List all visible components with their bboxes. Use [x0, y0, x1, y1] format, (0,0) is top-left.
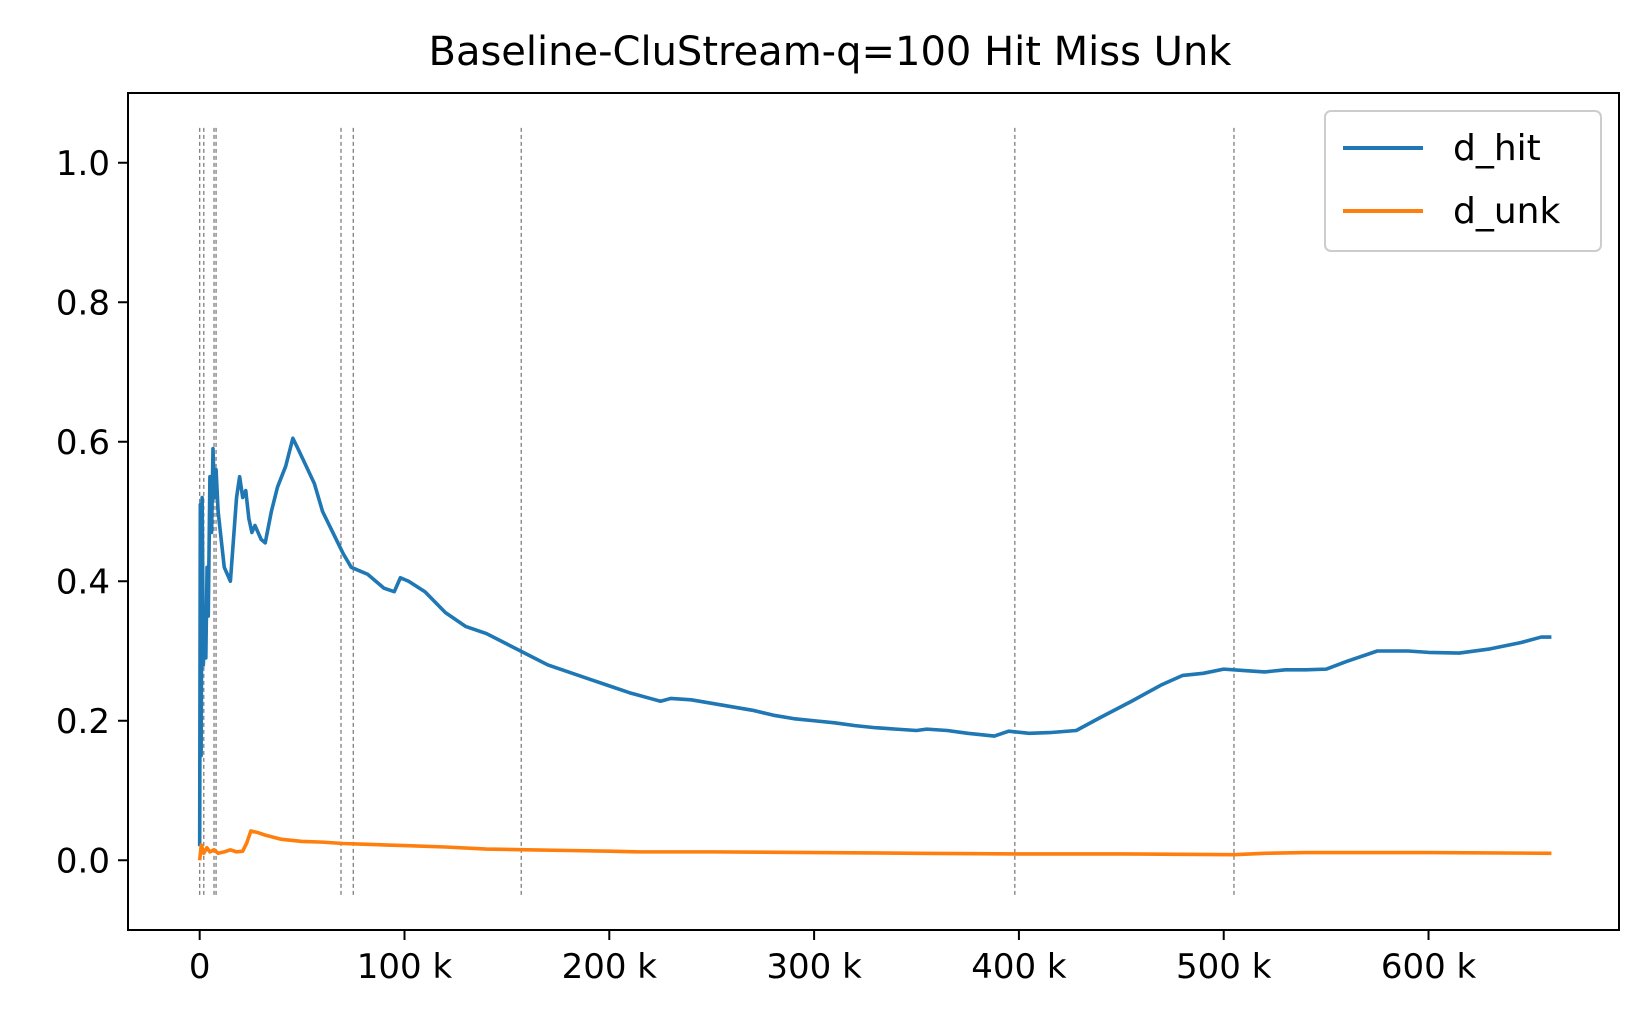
- plot-frame: [127, 92, 1620, 931]
- x-tick-label-1: 100 k: [357, 947, 453, 987]
- x-tick-label-5: 500 k: [1176, 947, 1272, 987]
- x-tick-label-2: 200 k: [562, 947, 658, 987]
- x-tick-label-6: 600 k: [1381, 947, 1477, 987]
- vertical-markers: [199, 127, 1235, 896]
- legend-label-d-unk[interactable]: d_unk: [1453, 191, 1560, 232]
- y-tick-label-0: 0.0: [56, 841, 110, 881]
- legend[interactable]: d_hit d_unk: [1324, 110, 1602, 252]
- x-tick-label-3: 300 k: [766, 947, 862, 987]
- chart-title: Baseline-CluStream-q=100 Hit Miss Unk: [429, 29, 1233, 75]
- series-layer: [197, 436, 1552, 861]
- y-tick-label-4: 0.8: [56, 283, 110, 323]
- series-line-d-unk: [197, 829, 1552, 861]
- x-tick-label-0: 0: [189, 947, 211, 987]
- x-tick-label-4: 400 k: [971, 947, 1067, 987]
- y-tick-label-5: 1.0: [56, 144, 110, 184]
- legend-label-d-hit[interactable]: d_hit: [1453, 128, 1541, 169]
- y-tick-label-2: 0.4: [56, 562, 110, 602]
- y-tick-label-1: 0.2: [56, 702, 110, 742]
- y-axis-ticks: 0.0 0.2 0.4 0.6 0.8 1.0: [56, 144, 128, 881]
- series-line-d-hit: [197, 436, 1552, 847]
- x-axis-ticks: 0 100 k 200 k 300 k 400 k 500 k 600 k: [189, 930, 1477, 987]
- y-tick-label-3: 0.6: [56, 423, 110, 463]
- axes: [127, 92, 1620, 931]
